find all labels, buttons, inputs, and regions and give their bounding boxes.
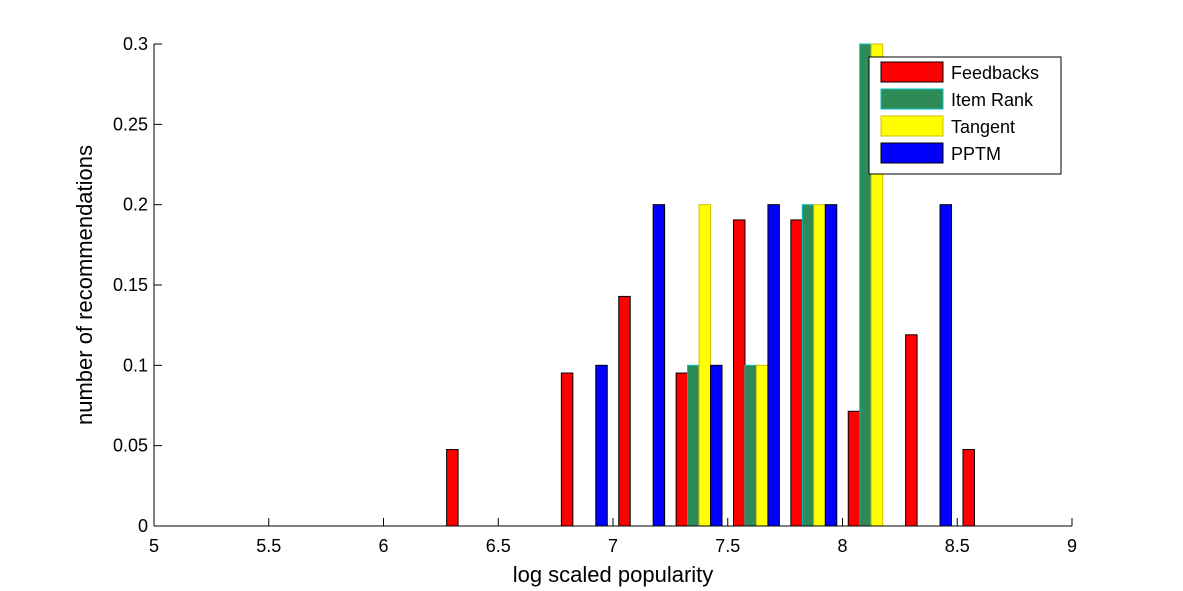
y-tick-label: 0.1: [123, 355, 148, 375]
bar-item-rank: [687, 364, 700, 527]
x-tick-label: 9: [1067, 536, 1077, 556]
y-tick-label: 0.3: [123, 34, 148, 54]
y-tick-label: 0.2: [123, 195, 148, 215]
bar-feedbacks: [732, 219, 746, 527]
bar-item-rank: [801, 204, 815, 527]
y-tick-label: 0.15: [113, 275, 148, 295]
y-tick-label: 0.25: [113, 114, 148, 134]
bar-pptm: [767, 204, 780, 527]
bar-tangent: [698, 204, 712, 527]
legend-swatch: [880, 142, 944, 164]
bar-tangent: [813, 204, 826, 527]
bar-pptm: [710, 364, 723, 527]
legend-label: Tangent: [951, 117, 1015, 137]
legend-swatch: [880, 61, 944, 83]
bar-feedbacks: [618, 295, 631, 527]
bar-item-rank: [744, 364, 757, 527]
x-tick-label: 8: [837, 536, 847, 556]
legend-swatch: [880, 88, 944, 110]
bar-pptm: [595, 364, 608, 527]
y-tick-label: 0.05: [113, 436, 148, 456]
bar-tangent: [755, 364, 769, 527]
x-tick-label: 7.5: [715, 536, 740, 556]
x-tick-label: 6.5: [486, 536, 511, 556]
bar-feedbacks: [560, 372, 574, 527]
x-tick-label: 8.5: [945, 536, 970, 556]
bar-pptm: [652, 204, 666, 527]
bar-feedbacks: [790, 219, 803, 527]
x-ticks: 5 5.5 6 6.5 7 7.5 8 8.5 9: [149, 518, 1077, 556]
y-tick-label: 0: [138, 516, 148, 536]
x-tick-label: 5.5: [256, 536, 281, 556]
legend-label: Item Rank: [951, 90, 1034, 110]
bar-feedbacks: [675, 372, 689, 527]
bar-feedbacks: [847, 410, 861, 527]
legend-label: Feedbacks: [951, 63, 1039, 83]
bar-feedbacks: [962, 449, 975, 527]
bar-feedbacks: [446, 449, 459, 527]
x-tick-label: 6: [378, 536, 388, 556]
legend-swatch: [880, 115, 944, 137]
bar-pptm: [824, 204, 838, 527]
y-axis-label: number of recommendations: [72, 145, 97, 425]
legend: Feedbacks Item Rank Tangent PPTM: [868, 56, 1062, 175]
legend-label: PPTM: [951, 144, 1001, 164]
bar-feedbacks: [905, 334, 918, 527]
bar-pptm: [939, 204, 953, 527]
x-tick-label: 5: [149, 536, 159, 556]
x-tick-label: 7: [608, 536, 618, 556]
x-axis-label: log scaled popularity: [513, 562, 714, 587]
y-ticks: 0 0.05 0.1 0.15 0.2 0.25 0.3: [113, 34, 162, 536]
